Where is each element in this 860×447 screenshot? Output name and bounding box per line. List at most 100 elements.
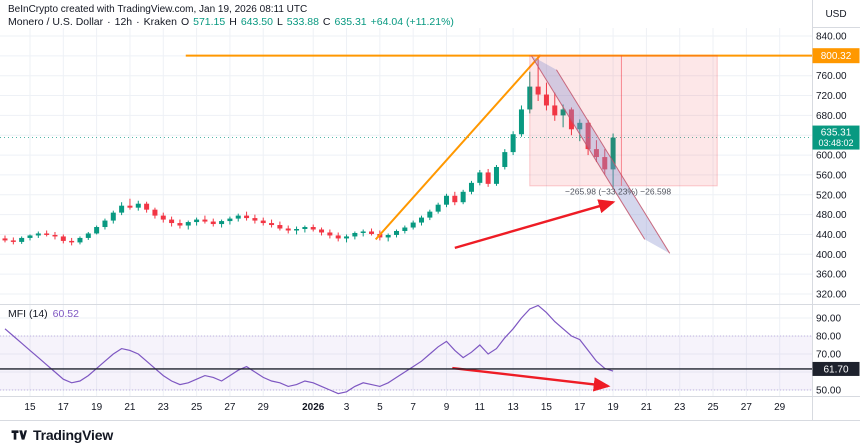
candle-body <box>119 205 125 213</box>
high-label: H <box>229 16 237 28</box>
candle-body <box>352 232 358 237</box>
candle-body <box>369 231 375 234</box>
time-axis-label: 17 <box>574 402 586 413</box>
close-label: C <box>322 16 331 28</box>
price-axis-label: 560.00 <box>816 170 847 181</box>
candle-body <box>52 234 58 237</box>
time-axis-label: 2026 <box>302 402 325 413</box>
time-axis-label: 3 <box>344 402 350 413</box>
candle-body <box>269 223 275 226</box>
price-axis-label: 320.00 <box>816 289 847 300</box>
candle-body <box>69 240 75 243</box>
candle-body <box>394 230 400 235</box>
time-axis-label: 27 <box>741 402 753 413</box>
candle-body <box>310 227 316 230</box>
candle-body <box>277 225 283 229</box>
candle-body <box>210 221 216 225</box>
candle-body <box>602 157 608 170</box>
price-axis-label: 680.00 <box>816 111 847 122</box>
time-axis-label: 25 <box>707 402 719 413</box>
channel-upper-line <box>531 55 646 240</box>
time-axis-label: 19 <box>608 402 620 413</box>
candle-body <box>235 215 241 219</box>
time-axis-label: 23 <box>158 402 170 413</box>
time-axis[interactable]: 15 17 19 21 23 25 27 29 2026 3 5 7 9 11 13 15 17 19 21 23 25… <box>24 402 785 413</box>
interval-label[interactable]: 12h <box>114 16 133 28</box>
candle-body <box>27 235 33 238</box>
candle-body <box>493 166 499 184</box>
candle-body <box>285 228 291 231</box>
svg-text:61.70: 61.70 <box>823 364 848 375</box>
candlestick-series[interactable] <box>2 55 616 246</box>
bullish-arrow <box>454 199 616 250</box>
mfi-band <box>0 335 812 391</box>
mfi-axis-label: 80.00 <box>816 332 841 343</box>
separator-dot: · <box>136 16 140 28</box>
candle-body <box>60 236 66 241</box>
time-axis-label: 29 <box>258 402 270 413</box>
open-value: 571.15 <box>193 16 226 28</box>
time-axis-label: 9 <box>444 402 450 413</box>
time-axis-label: 5 <box>377 402 383 413</box>
candle-body <box>560 109 566 116</box>
candle-body <box>127 205 133 208</box>
candle-body <box>152 209 158 216</box>
candle-body <box>385 234 391 238</box>
candle-body <box>468 182 474 192</box>
mfi-axis-label: 50.00 <box>816 386 841 397</box>
candle-body <box>427 211 433 218</box>
time-axis-label: 11 <box>475 402 486 413</box>
currency-label: USD <box>825 9 846 20</box>
mfi-line[interactable] <box>4 304 614 395</box>
exchange-label[interactable]: Kraken <box>143 16 177 28</box>
candle-body <box>227 218 233 222</box>
candle-body <box>360 231 366 233</box>
candle-body <box>443 195 449 205</box>
candle-body <box>485 172 491 184</box>
candle-body <box>502 152 508 167</box>
price-axis[interactable]: 840.00 760.00 720.00 680.00 600.00 560.00 520.… <box>816 9 847 397</box>
svg-text:800.32: 800.32 <box>821 51 852 62</box>
time-axis-label: 21 <box>124 402 136 413</box>
price-axis-label: 600.00 <box>816 151 847 162</box>
candle-body <box>535 86 541 95</box>
symbol-title[interactable]: Monero / U.S. Dollar <box>8 16 104 28</box>
time-axis-label: 17 <box>58 402 70 413</box>
high-value: 643.50 <box>240 16 273 28</box>
low-label: L <box>276 16 283 28</box>
candle-body <box>344 236 350 239</box>
open-label: O <box>180 16 190 28</box>
candle-body <box>260 220 266 224</box>
candle-body <box>202 219 208 222</box>
tradingview-logo-icon <box>10 427 27 443</box>
candle-body <box>252 218 258 221</box>
price-axis-label: 360.00 <box>816 270 847 281</box>
tradingview-logo[interactable]: TradingView <box>10 427 113 443</box>
low-value: 533.88 <box>286 16 319 28</box>
time-axis-label: 15 <box>24 402 36 413</box>
symbol-info-bar: Monero / U.S. Dollar · 12h · Kraken O 571… <box>8 16 454 28</box>
candle-body <box>527 86 533 110</box>
time-axis-label: 19 <box>91 402 103 413</box>
change-percent: +64.04 (+11.21%) <box>370 16 454 28</box>
candle-body <box>44 233 50 235</box>
candle-body <box>402 227 408 231</box>
indicator-name[interactable]: MFI (14) <box>8 308 48 320</box>
candle-body <box>452 195 458 203</box>
candle-body <box>477 172 483 183</box>
svg-text:635.31: 635.31 <box>821 128 852 139</box>
candle-body <box>110 212 116 221</box>
candle-body <box>460 191 466 203</box>
candle-body <box>194 219 200 223</box>
candle-body <box>294 229 300 231</box>
channel-lower-line <box>556 69 671 254</box>
close-value: 635.31 <box>334 16 367 28</box>
candle-body <box>94 227 100 234</box>
candle-body <box>593 149 599 158</box>
candle-body <box>410 222 416 228</box>
drawings[interactable]: −265.98 (−33.23%) −26.598 <box>185 54 812 392</box>
time-axis-label: 29 <box>774 402 786 413</box>
time-axis-label: 15 <box>541 402 553 413</box>
candle-body <box>10 240 16 242</box>
